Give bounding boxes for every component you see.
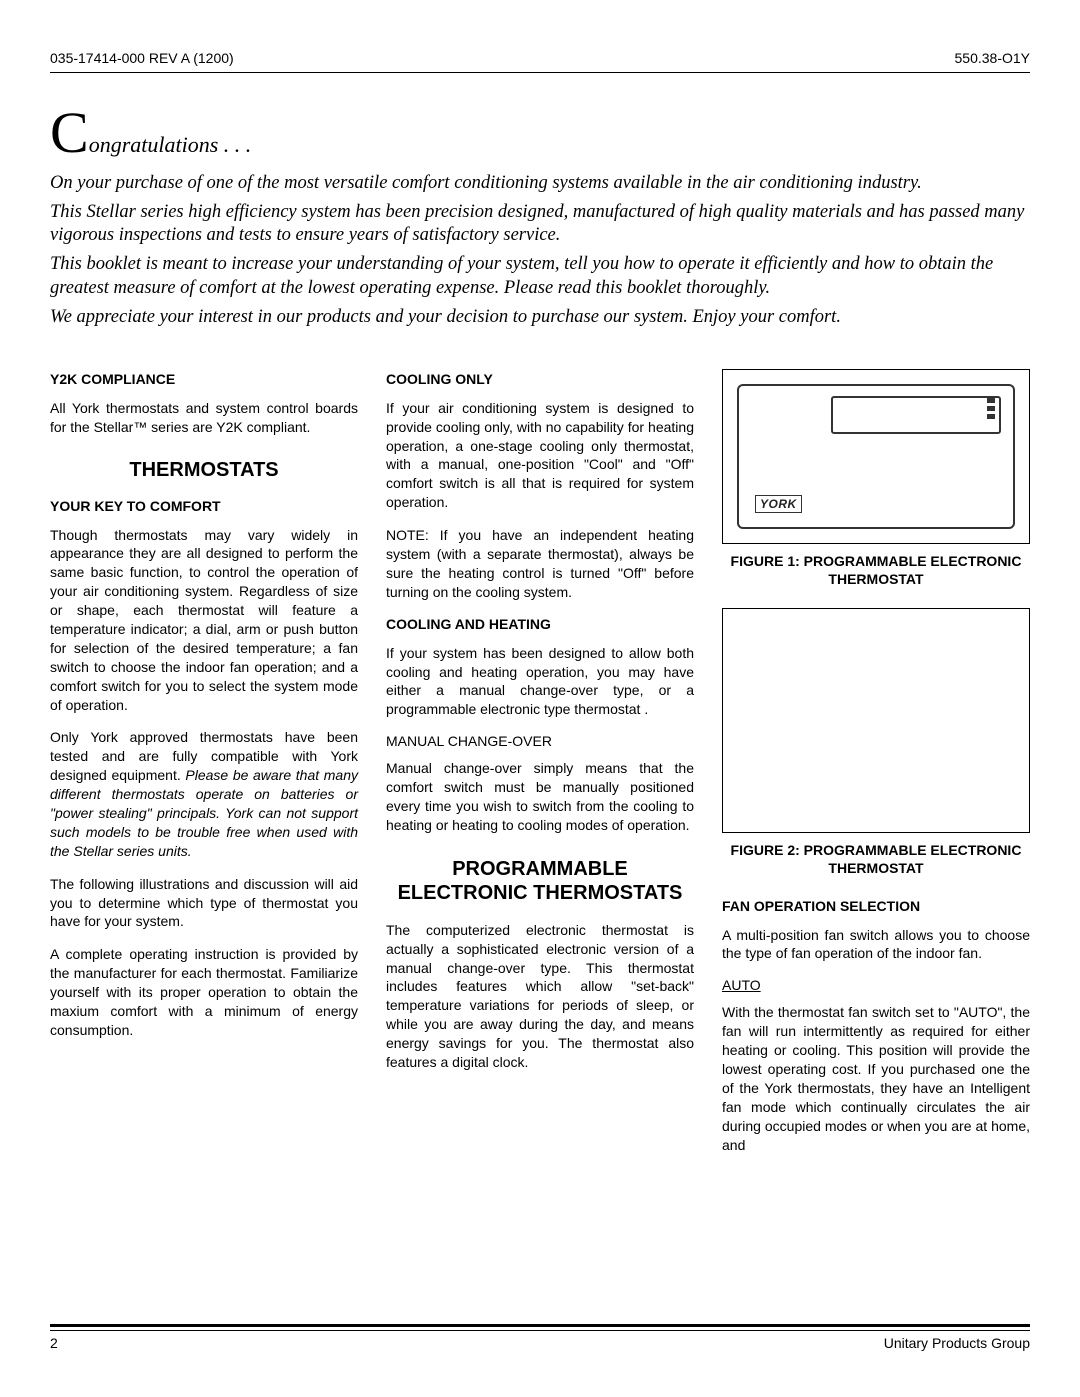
- column-3: YORK FIGURE 1: PROGRAMMABLE ELECTRONIC T…: [722, 369, 1030, 1169]
- thermostat-drawing: YORK: [737, 384, 1015, 529]
- manual-p1: Manual change-over simply means that the…: [386, 759, 694, 835]
- footer-right: Unitary Products Group: [884, 1335, 1030, 1351]
- figure-1-box: YORK: [722, 369, 1030, 544]
- key-p4: A complete operating instruction is prov…: [50, 945, 358, 1039]
- figure-2-caption: FIGURE 2: PROGRAMMABLE ELECTRONIC THERMO…: [722, 841, 1030, 877]
- auto-p1: With the thermostat fan switch set to "A…: [722, 1003, 1030, 1154]
- your-key-heading: YOUR KEY TO COMFORT: [50, 498, 358, 514]
- key-p3: The following illustrations and discussi…: [50, 875, 358, 932]
- programmable-heading: PROGRAMMABLE ELECTRONIC THERMOSTATS: [386, 857, 694, 905]
- intro-p2: This Stellar series high efficiency syst…: [50, 201, 1030, 247]
- congrats-rest: ongratulations . . .: [89, 132, 252, 157]
- key-p1: Though thermostats may vary widely in ap…: [50, 526, 358, 715]
- thermostat-brand: YORK: [755, 495, 802, 513]
- intro-p1: On your purchase of one of the most vers…: [50, 172, 1030, 195]
- thermostat-screen-icon: [831, 396, 1001, 434]
- congrats-initial: C: [50, 100, 89, 165]
- footer-bar: 2 Unitary Products Group: [50, 1324, 1030, 1351]
- column-1: Y2K COMPLIANCE All York thermostats and …: [50, 369, 358, 1169]
- auto-heading: AUTO: [722, 977, 1030, 993]
- three-column-layout: Y2K COMPLIANCE All York thermostats and …: [50, 369, 1030, 1169]
- cooling-heating-heading: COOLING AND HEATING: [386, 616, 694, 632]
- header-left: 035-17414-000 REV A (1200): [50, 50, 234, 66]
- thermostats-heading: THERMOSTATS: [50, 459, 358, 482]
- column-2: COOLING ONLY If your air conditioning sy…: [386, 369, 694, 1169]
- header-right: 550.38-O1Y: [955, 50, 1031, 66]
- prog-p1: The computerized electronic thermostat i…: [386, 921, 694, 1072]
- header-bar: 035-17414-000 REV A (1200) 550.38-O1Y: [50, 50, 1030, 73]
- cool-p1: If your air conditioning system is desig…: [386, 399, 694, 512]
- figure-2-box: [722, 608, 1030, 833]
- fan-p1: A multi-position fan switch allows you t…: [722, 926, 1030, 964]
- key-p2: Only York approved thermostats have been…: [50, 728, 358, 860]
- thermostat-buttons-icon: [987, 398, 995, 419]
- y2k-heading: Y2K COMPLIANCE: [50, 371, 358, 387]
- figure-1-caption: FIGURE 1: PROGRAMMABLE ELECTRONIC THERMO…: [722, 552, 1030, 588]
- intro-p3: This booklet is meant to increase your u…: [50, 253, 1030, 299]
- cooling-only-heading: COOLING ONLY: [386, 371, 694, 387]
- intro-block: On your purchase of one of the most vers…: [50, 172, 1030, 329]
- manual-changeover-heading: MANUAL CHANGE-OVER: [386, 733, 694, 749]
- page-number: 2: [50, 1335, 58, 1351]
- fan-operation-heading: FAN OPERATION SELECTION: [722, 898, 1030, 914]
- ch-p1: If your system has been designed to allo…: [386, 644, 694, 720]
- congratulations-heading: Congratulations . . .: [50, 113, 1030, 158]
- intro-p4: We appreciate your interest in our produ…: [50, 306, 1030, 329]
- cool-p2: NOTE: If you have an independent heating…: [386, 526, 694, 602]
- y2k-body: All York thermostats and system control …: [50, 399, 358, 437]
